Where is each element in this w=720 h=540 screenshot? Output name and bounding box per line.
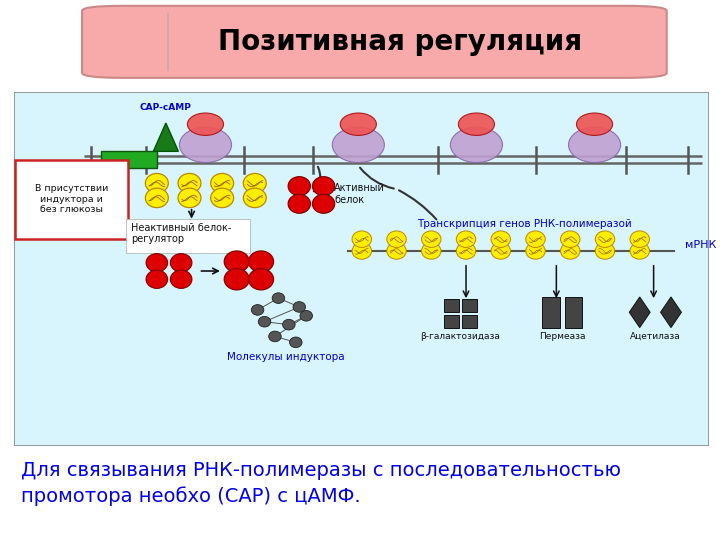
Text: Для связывания РНК-полимеразы с последовательностью
промотора необхо (САР) с цАМ: Для связывания РНК-полимеразы с последов… [22, 461, 621, 506]
Circle shape [352, 231, 372, 247]
Ellipse shape [332, 127, 384, 163]
Circle shape [300, 310, 312, 321]
Circle shape [258, 316, 271, 327]
Circle shape [248, 251, 274, 272]
Ellipse shape [451, 127, 503, 163]
Circle shape [421, 231, 441, 247]
Polygon shape [660, 297, 681, 328]
Circle shape [595, 242, 615, 259]
Circle shape [491, 231, 510, 247]
Text: Активный
белок: Активный белок [334, 183, 385, 205]
Circle shape [526, 231, 545, 247]
Circle shape [178, 173, 201, 193]
Bar [444, 299, 459, 312]
Circle shape [421, 242, 441, 259]
Circle shape [289, 337, 302, 348]
Circle shape [243, 173, 266, 193]
Circle shape [224, 251, 249, 272]
Circle shape [456, 231, 476, 247]
Ellipse shape [187, 113, 223, 136]
Bar [444, 315, 459, 328]
Text: В присутствии
индуктора и
без глюкозы: В присутствии индуктора и без глюкозы [35, 184, 108, 214]
Bar [102, 151, 157, 168]
Circle shape [145, 188, 168, 208]
Ellipse shape [341, 113, 377, 136]
Circle shape [146, 270, 168, 288]
Ellipse shape [577, 113, 613, 136]
Text: Молекулы индуктора: Молекулы индуктора [227, 353, 344, 362]
Circle shape [224, 268, 249, 290]
Circle shape [312, 177, 335, 195]
Circle shape [171, 270, 192, 288]
Circle shape [171, 254, 192, 272]
Circle shape [456, 242, 476, 259]
Text: Ацетилаза: Ацетилаза [629, 332, 680, 341]
Text: CAP-сАМР: CAP-сАМР [140, 104, 192, 112]
Ellipse shape [179, 127, 232, 163]
Circle shape [491, 242, 510, 259]
Text: Неактивный белок-
регулятор: Неактивный белок- регулятор [131, 222, 232, 244]
Bar [462, 315, 477, 328]
Text: Пермеаза: Пермеаза [539, 332, 585, 341]
Circle shape [352, 242, 372, 259]
Bar [462, 299, 477, 312]
Circle shape [145, 173, 168, 193]
Ellipse shape [459, 113, 495, 136]
Circle shape [211, 188, 233, 208]
Text: мРНК: мРНК [685, 240, 716, 250]
Circle shape [288, 177, 310, 195]
Text: Транскрипция генов РНК-полимеразой: Транскрипция генов РНК-полимеразой [418, 219, 632, 228]
Circle shape [282, 319, 295, 330]
Circle shape [288, 194, 310, 213]
FancyBboxPatch shape [82, 6, 667, 78]
FancyBboxPatch shape [15, 160, 128, 239]
Circle shape [630, 231, 649, 247]
Circle shape [146, 254, 168, 272]
Circle shape [269, 331, 282, 342]
Text: β-галактозидаза: β-галактозидаза [420, 332, 500, 341]
FancyBboxPatch shape [126, 219, 250, 253]
Polygon shape [629, 297, 650, 328]
Circle shape [293, 302, 305, 312]
Circle shape [248, 268, 274, 290]
Polygon shape [153, 123, 179, 151]
Ellipse shape [569, 127, 621, 163]
Circle shape [387, 231, 406, 247]
Bar [564, 297, 582, 328]
Circle shape [178, 188, 201, 208]
Circle shape [312, 194, 335, 213]
Circle shape [630, 242, 649, 259]
Circle shape [243, 188, 266, 208]
Circle shape [211, 173, 233, 193]
Circle shape [560, 242, 580, 259]
Text: Позитивная регуляция: Позитивная регуляция [217, 28, 582, 56]
Circle shape [387, 242, 406, 259]
Circle shape [526, 242, 545, 259]
Circle shape [560, 231, 580, 247]
Circle shape [272, 293, 284, 303]
Bar [542, 297, 560, 328]
Circle shape [595, 231, 615, 247]
Circle shape [251, 305, 264, 315]
